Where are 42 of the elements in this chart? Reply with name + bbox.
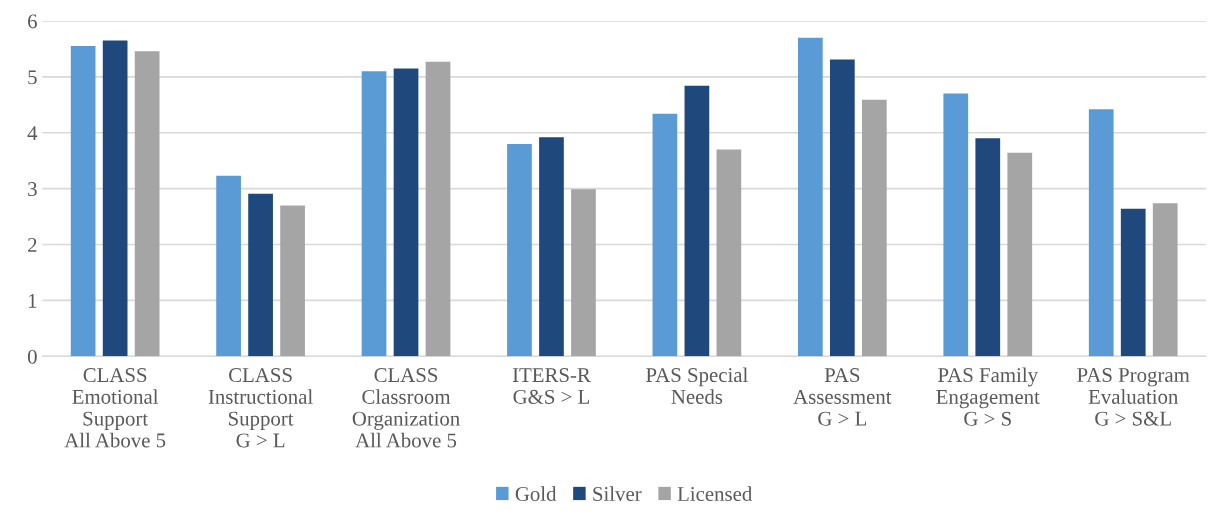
bar bbox=[393, 68, 419, 357]
y-tick-label: 6 bbox=[28, 14, 37, 29]
bar bbox=[216, 175, 241, 357]
bar bbox=[571, 189, 596, 357]
y-tick-label: 3 bbox=[28, 182, 37, 197]
bar bbox=[539, 137, 564, 357]
legend-label: Gold bbox=[515, 486, 557, 502]
y-tick-label: 4 bbox=[27, 126, 38, 140]
x-tick-label: PAS Special Needs bbox=[646, 367, 748, 404]
bar bbox=[70, 46, 96, 357]
bar bbox=[507, 143, 532, 357]
bar bbox=[652, 113, 678, 357]
bar bbox=[797, 37, 823, 357]
y-tick-label: 0 bbox=[27, 349, 37, 364]
x-tick-label: ITERS-R G&S > L bbox=[512, 368, 591, 404]
x-tick-label: PAS Assessment G > L bbox=[793, 368, 892, 426]
bar bbox=[134, 51, 160, 357]
legend-label: Licensed bbox=[677, 486, 753, 502]
x-tick-label: CLASS Emotional Support All Above 5 bbox=[64, 368, 166, 448]
x-tick-label: PAS Family Engagement G > S bbox=[936, 367, 1040, 426]
y-tick-label: 2 bbox=[28, 237, 37, 252]
y-tick-label: 5 bbox=[28, 70, 37, 85]
y-tick-label: 1 bbox=[28, 293, 37, 308]
bar bbox=[1088, 109, 1114, 357]
bar bbox=[280, 205, 305, 357]
bar bbox=[1007, 152, 1033, 357]
bar bbox=[1120, 208, 1146, 357]
bar bbox=[975, 138, 1001, 357]
bar bbox=[943, 93, 969, 357]
bar bbox=[716, 149, 742, 357]
legend-label: Silver bbox=[593, 486, 642, 502]
bar bbox=[1152, 203, 1178, 357]
bar bbox=[102, 40, 128, 357]
bar bbox=[684, 85, 710, 357]
bar bbox=[248, 193, 273, 357]
bar bbox=[829, 59, 855, 357]
x-tick-label: CLASS Instructional Support G > L bbox=[208, 368, 313, 448]
x-tick-label: CLASS Classroom Organization All Above 5 bbox=[352, 368, 460, 448]
x-tick-label: PAS Program Evaluation G > S&L bbox=[1077, 368, 1190, 426]
bar bbox=[861, 99, 887, 357]
bar bbox=[361, 71, 387, 357]
bar bbox=[425, 61, 451, 357]
